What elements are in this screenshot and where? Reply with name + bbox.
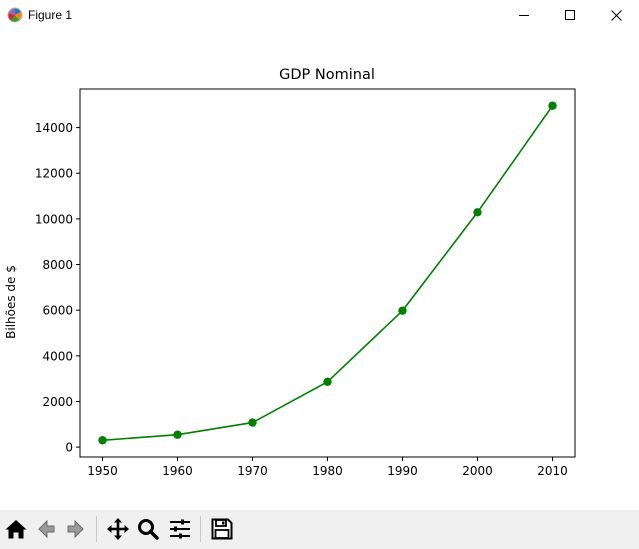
back-icon [38, 519, 55, 539]
axes-frame [79, 88, 576, 458]
matplotlib-logo-icon [7, 7, 23, 23]
data-point [473, 208, 482, 217]
title-bar[interactable]: Figure 1 [0, 0, 639, 30]
forward-icon [67, 519, 84, 539]
x-tick-label: 2000 [462, 464, 493, 478]
y-tick-label: 8000 [42, 258, 73, 272]
x-tick-label: 1960 [162, 464, 193, 478]
back-button[interactable] [32, 515, 60, 543]
close-button[interactable] [593, 0, 639, 30]
data-point [248, 418, 257, 427]
minimize-button[interactable] [501, 0, 547, 30]
pan-button[interactable] [104, 515, 132, 543]
forward-button[interactable] [62, 515, 90, 543]
y-tick-label: 14000 [35, 121, 73, 135]
zoom-icon [138, 519, 159, 540]
close-icon [610, 9, 622, 21]
x-tick-label: 2010 [537, 464, 568, 478]
series-line [102, 105, 554, 442]
maximize-icon [565, 10, 575, 20]
toolbar-separator [96, 516, 97, 542]
y-tick-label: 2000 [42, 395, 73, 409]
data-point [323, 377, 332, 386]
y-tick-label: 6000 [42, 304, 73, 318]
configure-subplots-icon [170, 519, 190, 539]
configure-subplots-button[interactable] [166, 515, 194, 543]
save-icon [211, 518, 233, 540]
data-point [548, 101, 557, 110]
x-tick-label: 1970 [237, 464, 268, 478]
minimize-icon [519, 15, 529, 16]
window-title: Figure 1 [28, 8, 73, 22]
home-icon [5, 520, 27, 539]
zoom-button[interactable] [134, 515, 162, 543]
maximize-button[interactable] [547, 0, 593, 30]
y-tick-label: 4000 [42, 349, 73, 363]
figure-canvas[interactable]: GDP Nominal Bilhões de $ 1950 1960 1970 198… [0, 30, 639, 510]
data-point [98, 436, 107, 445]
save-button[interactable] [208, 515, 236, 543]
toolbar-separator [200, 516, 201, 542]
x-tick-label: 1990 [387, 464, 418, 478]
y-tick-label: 12000 [35, 167, 73, 181]
chart-title: GDP Nominal [279, 67, 375, 83]
pan-icon [107, 518, 129, 540]
y-axis-label: Bilhões de $ [4, 265, 18, 339]
navigation-toolbar [0, 510, 639, 549]
y-tick-label: 10000 [35, 212, 73, 226]
line-chart: GDP Nominal Bilhões de $ 1950 1960 1970 198… [4, 67, 576, 478]
x-tick-label: 1950 [87, 464, 118, 478]
data-point [398, 306, 407, 315]
y-tick-label: 0 [65, 441, 73, 455]
x-tick-label: 1980 [312, 464, 343, 478]
data-point [173, 430, 182, 439]
home-button[interactable] [2, 515, 30, 543]
